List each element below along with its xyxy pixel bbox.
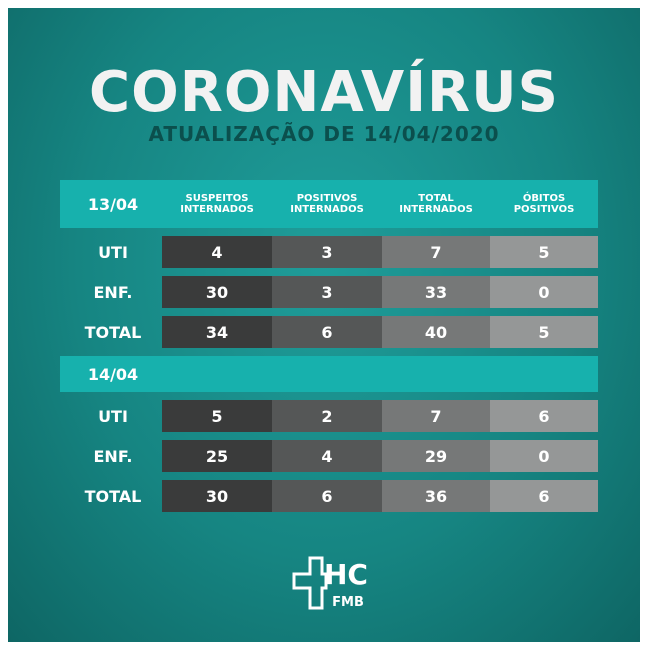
- row-label: TOTAL: [68, 480, 158, 512]
- cell: 4: [272, 440, 382, 472]
- cell: 2: [272, 400, 382, 432]
- cell: 6: [490, 480, 598, 512]
- column-header-line: POSITIVOS: [490, 204, 598, 215]
- column-header-line: INTERNADOS: [272, 204, 382, 215]
- logo-subtext: FMB: [332, 595, 364, 610]
- cell: 3: [272, 276, 382, 308]
- cell: 36: [382, 480, 490, 512]
- cell: 40: [382, 316, 490, 348]
- column-header-line: INTERNADOS: [162, 204, 272, 215]
- cell: 5: [162, 400, 272, 432]
- logo: HC FMB: [290, 548, 370, 618]
- row-label: UTI: [68, 400, 158, 432]
- cell: 7: [382, 236, 490, 268]
- cell: 6: [272, 480, 382, 512]
- row-label: TOTAL: [68, 316, 158, 348]
- row-label: ENF.: [68, 276, 158, 308]
- cell: 29: [382, 440, 490, 472]
- cell: 6: [272, 316, 382, 348]
- column-header-line: SUSPEITOS: [162, 193, 272, 204]
- title: CORONAVÍRUS: [8, 60, 640, 125]
- row-label: ENF.: [68, 440, 158, 472]
- logo-cross: [294, 558, 326, 608]
- column-header-line: POSITIVOS: [272, 193, 382, 204]
- logo-text: HC: [324, 558, 368, 591]
- cell: 34: [162, 316, 272, 348]
- section-date: 14/04: [68, 356, 158, 392]
- cell: 7: [382, 400, 490, 432]
- cell: 33: [382, 276, 490, 308]
- cell: 25: [162, 440, 272, 472]
- cell: 5: [490, 236, 598, 268]
- cell: 5: [490, 316, 598, 348]
- column-header-line: TOTAL: [382, 193, 490, 204]
- cell: 0: [490, 276, 598, 308]
- cell: 6: [490, 400, 598, 432]
- cell: 3: [272, 236, 382, 268]
- cell: 4: [162, 236, 272, 268]
- infographic: CORONAVÍRUS ATUALIZAÇÃO DE 14/04/2020 13…: [8, 8, 640, 642]
- section-date: 13/04: [68, 180, 158, 228]
- cell: 30: [162, 276, 272, 308]
- cell: 0: [490, 440, 598, 472]
- column-header-line: ÓBITOS: [490, 193, 598, 204]
- row-label: UTI: [68, 236, 158, 268]
- column-header-line: INTERNADOS: [382, 204, 490, 215]
- subtitle: ATUALIZAÇÃO DE 14/04/2020: [8, 122, 640, 146]
- cell: 30: [162, 480, 272, 512]
